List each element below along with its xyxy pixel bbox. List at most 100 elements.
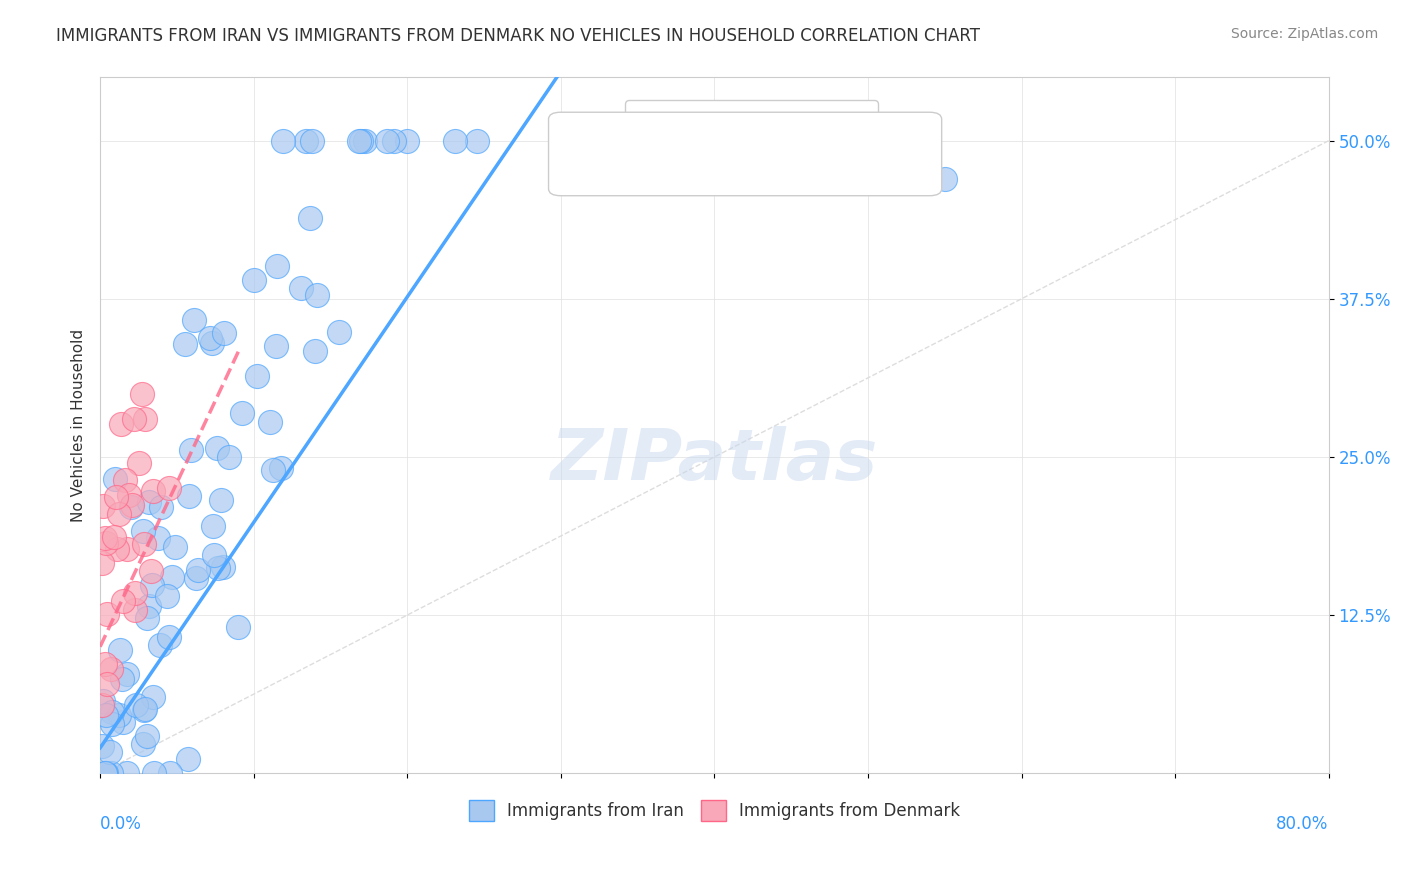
Point: [305, 288, 328, 302]
Point: [135, 611, 157, 625]
Point: [122, 411, 145, 425]
Text: Source: ZipAtlas.com: Source: ZipAtlas.com: [1230, 27, 1378, 41]
Point: [150, 500, 173, 514]
Point: [108, 708, 131, 723]
Point: [142, 690, 165, 705]
Point: [231, 406, 253, 420]
Point: [157, 482, 180, 496]
Point: [104, 472, 127, 486]
Point: [186, 571, 208, 585]
Point: [349, 134, 371, 148]
Text: IMMIGRANTS FROM IRAN VS IMMIGRANTS FROM DENMARK NO VEHICLES IN HOUSEHOLD CORRELA: IMMIGRANTS FROM IRAN VS IMMIGRANTS FROM …: [56, 27, 980, 45]
Point: [301, 134, 323, 148]
Text: 80.0%: 80.0%: [1277, 815, 1329, 833]
Point: [94, 708, 117, 723]
Point: [91, 693, 114, 707]
Point: [121, 498, 143, 512]
Point: [90, 698, 112, 713]
Point: [266, 259, 288, 273]
Point: [246, 368, 269, 383]
Point: [353, 134, 375, 148]
Point: [108, 508, 131, 522]
Point: [202, 518, 225, 533]
Point: [628, 134, 651, 148]
Point: [141, 564, 163, 578]
Point: [259, 415, 281, 429]
Point: [131, 387, 153, 401]
Point: [96, 536, 118, 550]
Point: [136, 729, 159, 743]
Point: [104, 490, 127, 504]
Point: [96, 607, 118, 622]
Point: [103, 530, 125, 544]
Point: [93, 531, 115, 545]
Point: [328, 325, 350, 339]
Text: ZIPatlas: ZIPatlas: [551, 425, 879, 494]
Point: [299, 211, 322, 225]
Point: [132, 703, 155, 717]
Point: [264, 339, 287, 353]
Point: [94, 766, 117, 780]
Point: [94, 657, 117, 671]
Point: [396, 134, 419, 148]
Point: [98, 745, 121, 759]
FancyBboxPatch shape: [548, 112, 942, 195]
Point: [117, 667, 139, 681]
Point: [209, 492, 232, 507]
Point: [120, 500, 142, 514]
Point: [117, 766, 139, 780]
Point: [131, 738, 153, 752]
Point: [141, 577, 163, 591]
Point: [214, 326, 236, 340]
Point: [94, 766, 117, 780]
Point: [138, 494, 160, 508]
Point: [142, 484, 165, 499]
Point: [375, 134, 398, 148]
Point: [157, 631, 180, 645]
Point: [295, 134, 318, 148]
Point: [160, 569, 183, 583]
Text: 0.0%: 0.0%: [100, 815, 142, 833]
Point: [138, 599, 160, 614]
Point: [100, 662, 122, 676]
Point: [177, 489, 200, 503]
Point: [174, 337, 197, 351]
Point: [205, 441, 228, 455]
Point: [218, 450, 240, 464]
Point: [163, 541, 186, 555]
Point: [382, 134, 405, 148]
Point: [101, 717, 124, 731]
Point: [124, 586, 146, 600]
Point: [212, 560, 235, 574]
Point: [465, 134, 488, 148]
Point: [118, 488, 141, 502]
Legend: Immigrants from Iran, Immigrants from Denmark: Immigrants from Iran, Immigrants from De…: [463, 794, 967, 828]
Point: [177, 752, 200, 766]
Point: [111, 673, 134, 687]
Point: [146, 531, 169, 545]
Point: [94, 766, 117, 780]
Point: [443, 134, 465, 148]
Point: [125, 698, 148, 713]
Point: [115, 542, 138, 557]
Point: [304, 344, 326, 359]
Point: [180, 443, 202, 458]
Point: [204, 548, 226, 562]
Point: [149, 638, 172, 652]
Point: [112, 593, 135, 607]
Point: [198, 330, 221, 344]
Point: [132, 524, 155, 538]
Point: [270, 461, 292, 475]
Point: [91, 500, 114, 514]
Point: [134, 702, 156, 716]
Point: [134, 412, 156, 426]
Point: [207, 561, 229, 575]
Point: [124, 603, 146, 617]
Point: [105, 541, 128, 556]
Point: [110, 417, 132, 432]
Point: [347, 134, 370, 148]
Point: [96, 677, 118, 691]
Point: [290, 281, 312, 295]
Point: [155, 590, 177, 604]
Point: [243, 273, 266, 287]
